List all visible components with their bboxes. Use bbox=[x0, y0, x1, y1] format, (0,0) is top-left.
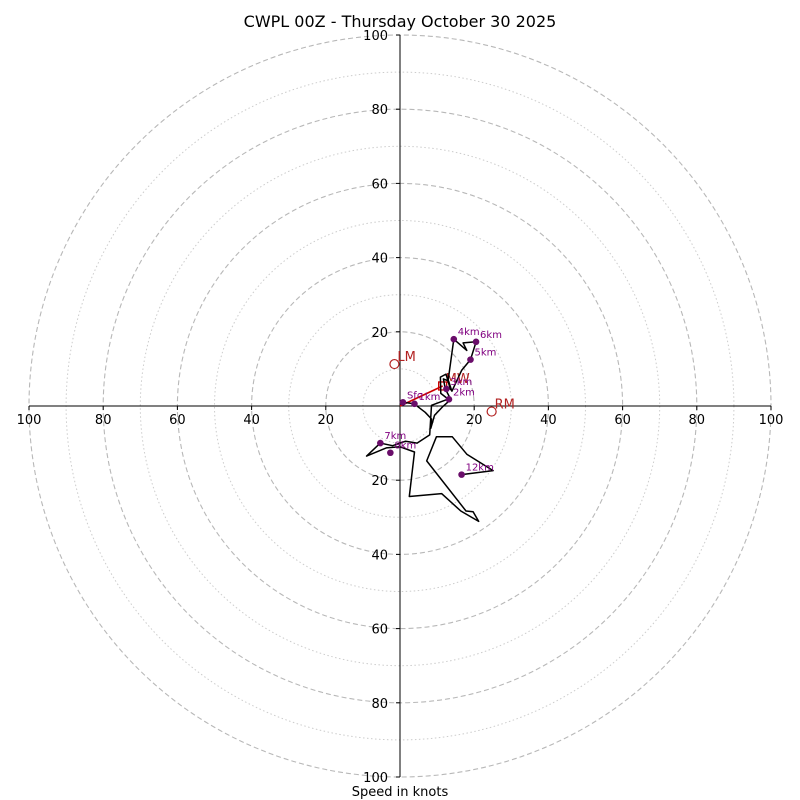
height-label-Sfc: Sfc bbox=[407, 390, 422, 401]
x-tick-label: 20 bbox=[318, 413, 335, 428]
height-point-2km bbox=[445, 396, 453, 403]
x-tick-label: 60 bbox=[169, 413, 186, 428]
y-tick-label: 100 bbox=[363, 771, 388, 786]
height-label-3km: 3km bbox=[450, 377, 472, 388]
x-tick-label: 60 bbox=[614, 413, 631, 428]
storm-motion-layer: LM RM bbox=[389, 350, 515, 417]
height-label-8km: 8km bbox=[394, 441, 416, 452]
height-label-2km: 2km bbox=[453, 387, 475, 398]
height-point-4km bbox=[450, 335, 458, 343]
wind-trace-layer bbox=[365, 338, 494, 523]
x-tick-label: 40 bbox=[540, 413, 557, 428]
x-tick-label: 80 bbox=[95, 413, 112, 428]
y-tick-label: 40 bbox=[371, 548, 388, 563]
height-point-3km bbox=[443, 385, 450, 393]
x-axis-label: Speed in knots bbox=[352, 785, 449, 800]
x-tick-label: 40 bbox=[243, 413, 260, 428]
y-tick-label: 60 bbox=[371, 177, 388, 192]
height-point-8km bbox=[387, 449, 394, 457]
height-label-1km: 1km bbox=[418, 392, 440, 403]
wind-trace-line bbox=[365, 338, 494, 523]
x-tick-label: 80 bbox=[689, 413, 706, 428]
y-tick-label: 20 bbox=[371, 326, 388, 341]
storm-motion-lm-marker bbox=[389, 358, 400, 370]
y-tick-label: 100 bbox=[363, 29, 388, 44]
height-label-7km: 7km bbox=[384, 431, 406, 442]
height-point-Sfc bbox=[399, 398, 407, 406]
chart-title: CWPL 00Z - Thursday October 30 2025 bbox=[244, 12, 557, 31]
axis-ticks: 100 80 60 40 20 20 40 60 80 100 100 80 60 40 20 20 40 60 8… bbox=[17, 29, 784, 786]
height-point-12km bbox=[458, 471, 465, 478]
height-label-6km: 6km bbox=[480, 330, 502, 341]
height-label-12km: 12km bbox=[466, 463, 494, 474]
x-tick-label: 100 bbox=[759, 413, 784, 428]
storm-motion-lm-label: LM bbox=[397, 350, 415, 365]
y-tick-label: 80 bbox=[371, 103, 388, 118]
x-tick-label: 100 bbox=[17, 413, 42, 428]
storm-motion-rm-label: RM bbox=[495, 398, 515, 413]
height-point-1km bbox=[411, 400, 418, 408]
x-tick-label: 20 bbox=[466, 413, 483, 428]
height-point-7km bbox=[377, 439, 384, 447]
y-tick-label: 60 bbox=[371, 623, 388, 638]
height-point-6km bbox=[472, 338, 480, 346]
height-point-5km bbox=[467, 356, 474, 363]
y-tick-label: 80 bbox=[371, 697, 388, 712]
y-tick-label: 20 bbox=[371, 474, 388, 489]
height-label-4km: 4km bbox=[458, 327, 480, 338]
y-tick-label: 40 bbox=[371, 252, 388, 267]
height-label-5km: 5km bbox=[474, 348, 496, 359]
storm-motion-rm-marker bbox=[486, 406, 497, 417]
